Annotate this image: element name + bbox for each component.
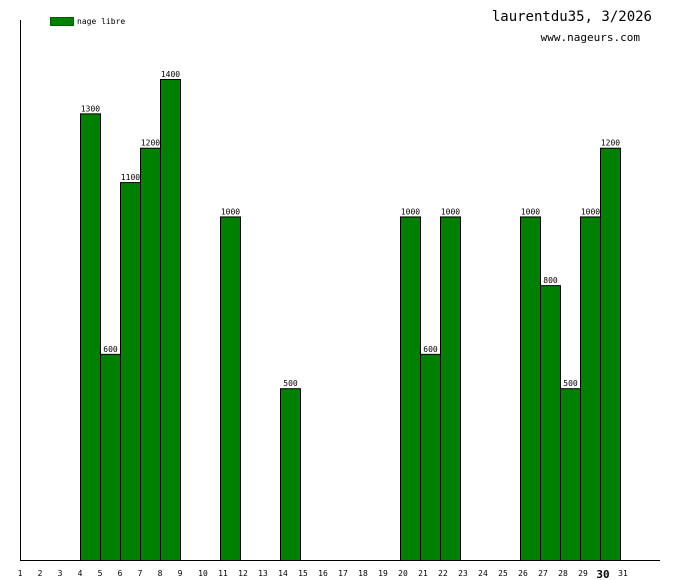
x-tick-label: 29 [578, 569, 588, 578]
x-tick-label: 25 [498, 569, 508, 578]
bar-day-20 [400, 216, 421, 562]
bar-day-6 [120, 182, 141, 561]
bar-value-label: 500 [563, 379, 578, 388]
bar-value-label: 1200 [601, 139, 620, 148]
bar-day-5 [100, 353, 121, 561]
x-tick-label: 24 [478, 569, 488, 578]
bar-value-label: 600 [423, 345, 438, 354]
x-tick-label: 3 [58, 569, 63, 578]
bar-day-29 [580, 216, 601, 562]
x-tick-label: 12 [238, 569, 248, 578]
x-tick-label: 22 [438, 569, 448, 578]
bar-value-label: 1000 [521, 207, 540, 216]
x-tick-label: 18 [358, 569, 368, 578]
bar-day-22 [440, 216, 461, 562]
x-tick-label: 26 [518, 569, 528, 578]
bar-value-label: 500 [283, 379, 298, 388]
bar-value-label: 1000 [401, 207, 420, 216]
bar-day-4 [80, 113, 101, 561]
chart-title: laurentdu35, 3/2026 [491, 9, 652, 25]
bar-day-7 [140, 147, 161, 561]
x-tick-label: 8 [158, 569, 163, 578]
bar-day-11 [220, 216, 241, 562]
bar-value-label: 1400 [161, 70, 180, 79]
bar-value-label: 1000 [581, 207, 600, 216]
x-tick-label: 20 [398, 569, 408, 578]
x-tick-label: 11 [218, 569, 228, 578]
bar-value-label: 800 [543, 276, 558, 285]
x-tick-label: 31 [618, 569, 628, 578]
x-tick-label: 17 [338, 569, 348, 578]
bar-day-14 [280, 388, 301, 562]
x-tick-label: 10 [198, 569, 208, 578]
x-tick-label: 16 [318, 569, 328, 578]
bar-day-8 [160, 79, 181, 561]
x-tick-label: 21 [418, 569, 428, 578]
x-tick-label: 9 [178, 569, 183, 578]
x-tick-label: 19 [378, 569, 388, 578]
bar-day-21 [420, 353, 441, 561]
bar-value-label: 1200 [141, 139, 160, 148]
x-tick-label: 6 [118, 569, 123, 578]
bar-day-26 [520, 216, 541, 562]
bar-value-label: 1000 [441, 207, 460, 216]
x-tick-label: 23 [458, 569, 468, 578]
site-url: www.nageurs.com [540, 31, 640, 44]
x-tick-label: 2 [38, 569, 43, 578]
bar-value-label: 1000 [221, 207, 240, 216]
x-tick-label: 27 [538, 569, 548, 578]
x-tick-label: 30 [596, 568, 609, 580]
legend-label: nage libre [77, 17, 126, 26]
x-tick-label: 13 [258, 569, 268, 578]
x-tick-label: 4 [78, 569, 83, 578]
x-tick-label: 1 [18, 569, 23, 578]
legend-swatch [50, 17, 74, 26]
x-tick-label: 14 [278, 569, 288, 578]
bar-value-label: 600 [103, 345, 118, 354]
bar-value-label: 1100 [121, 173, 140, 182]
x-tick-label: 15 [298, 569, 308, 578]
x-tick-label: 28 [558, 569, 568, 578]
bar-day-28 [560, 388, 581, 562]
bar-day-27 [540, 285, 561, 561]
x-tick-label: 5 [98, 569, 103, 578]
legend: nage libre [50, 17, 125, 26]
bar-value-label: 1300 [81, 104, 100, 113]
x-tick-label: 7 [138, 569, 143, 578]
bar-day-30 [600, 147, 621, 561]
